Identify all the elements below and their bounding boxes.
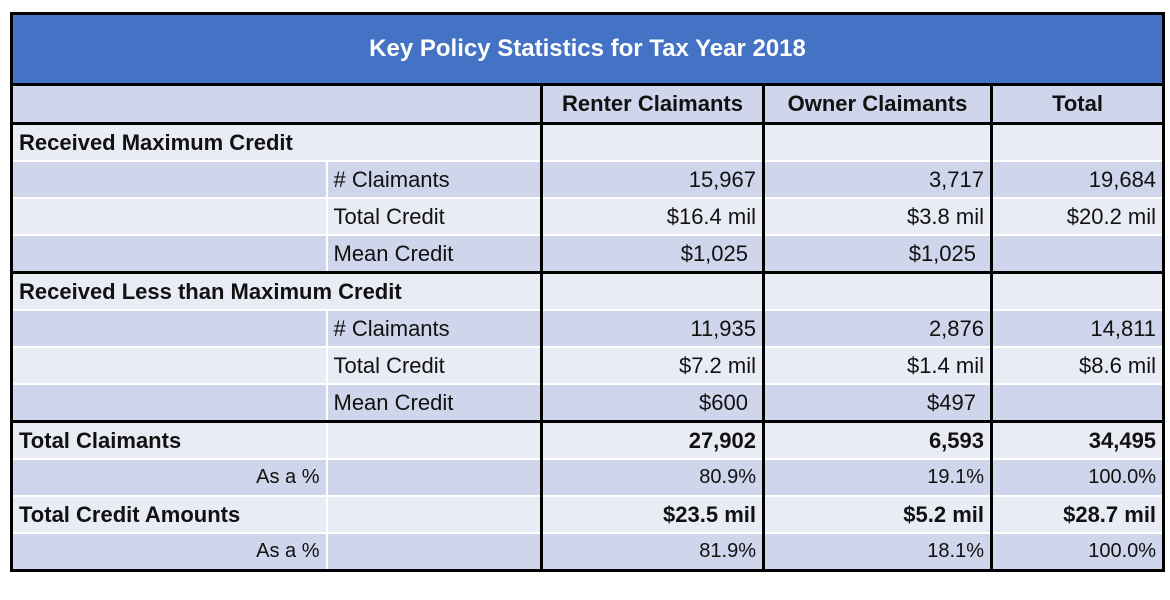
renter-value: $16.4 mil — [540, 197, 764, 236]
table-row: Mean Credit $600 $497 — [11, 383, 1164, 423]
renter-percent: 80.9% — [540, 458, 764, 497]
table-row: Total Credit $16.4 mil $3.8 mil $20.2 mi… — [11, 197, 1164, 236]
section-label: Received Maximum Credit — [11, 122, 542, 162]
owner-value: $1.4 mil — [762, 346, 992, 385]
owner-value: 3,717 — [762, 160, 992, 199]
total-percent: 100.0% — [989, 532, 1164, 572]
renter-value: $7.2 mil — [540, 346, 764, 385]
owner-value: 6,593 — [762, 420, 992, 460]
header-owner: Owner Claimants — [762, 83, 992, 125]
section-row: Received Maximum Credit — [11, 122, 1164, 162]
total-value: $28.7 mil — [989, 495, 1164, 534]
table-row: Mean Credit $1,025 $1,025 — [11, 234, 1164, 274]
table-title: Key Policy Statistics for Tax Year 2018 — [11, 13, 1164, 86]
row-label: Total Credit — [325, 197, 542, 236]
row-label: Total Credit — [325, 346, 542, 385]
percent-row: As a % 80.9% 19.1% 100.0% — [11, 458, 1164, 497]
key-policy-statistics-table: Key Policy Statistics for Tax Year 2018 … — [10, 12, 1166, 572]
header-blank — [11, 83, 542, 125]
row-label: Mean Credit — [325, 383, 542, 423]
total-label: Total Credit Amounts — [11, 495, 327, 534]
renter-value: 11,935 — [540, 309, 764, 348]
header-row: Renter Claimants Owner Claimants Total — [11, 83, 1164, 125]
total-value: $20.2 mil — [989, 197, 1164, 236]
owner-percent: 19.1% — [762, 458, 992, 497]
total-value: 14,811 — [989, 309, 1164, 348]
table-row: Total Credit $7.2 mil $1.4 mil $8.6 mil — [11, 346, 1164, 385]
section-label: Received Less than Maximum Credit — [11, 271, 542, 311]
owner-percent: 18.1% — [762, 532, 992, 572]
row-label: # Claimants — [325, 309, 542, 348]
total-value — [989, 383, 1164, 423]
owner-value: $5.2 mil — [762, 495, 992, 534]
total-row: Total Credit Amounts $23.5 mil $5.2 mil … — [11, 495, 1164, 534]
total-value: $8.6 mil — [989, 346, 1164, 385]
header-total: Total — [989, 83, 1164, 125]
percent-label: As a % — [11, 458, 327, 497]
title-row: Key Policy Statistics for Tax Year 2018 — [11, 13, 1164, 86]
owner-value: $1,025 — [762, 234, 992, 274]
renter-value: $1,025 — [540, 234, 764, 274]
renter-value: 27,902 — [540, 420, 764, 460]
owner-value: $497 — [762, 383, 992, 423]
header-renter: Renter Claimants — [540, 83, 764, 125]
renter-value: $23.5 mil — [540, 495, 764, 534]
owner-value: $3.8 mil — [762, 197, 992, 236]
total-value — [989, 234, 1164, 274]
total-value: 19,684 — [989, 160, 1164, 199]
row-label: # Claimants — [325, 160, 542, 199]
total-percent: 100.0% — [989, 458, 1164, 497]
section-row: Received Less than Maximum Credit — [11, 271, 1164, 311]
row-label: Mean Credit — [325, 234, 542, 274]
total-value: 34,495 — [989, 420, 1164, 460]
renter-percent: 81.9% — [540, 532, 764, 572]
owner-value: 2,876 — [762, 309, 992, 348]
table-row: # Claimants 11,935 2,876 14,811 — [11, 309, 1164, 348]
table-row: # Claimants 15,967 3,717 19,684 — [11, 160, 1164, 199]
percent-label: As a % — [11, 532, 327, 572]
total-label: Total Claimants — [11, 420, 327, 460]
percent-row: As a % 81.9% 18.1% 100.0% — [11, 532, 1164, 572]
renter-value: $600 — [540, 383, 764, 423]
total-row: Total Claimants 27,902 6,593 34,495 — [11, 420, 1164, 460]
renter-value: 15,967 — [540, 160, 764, 199]
